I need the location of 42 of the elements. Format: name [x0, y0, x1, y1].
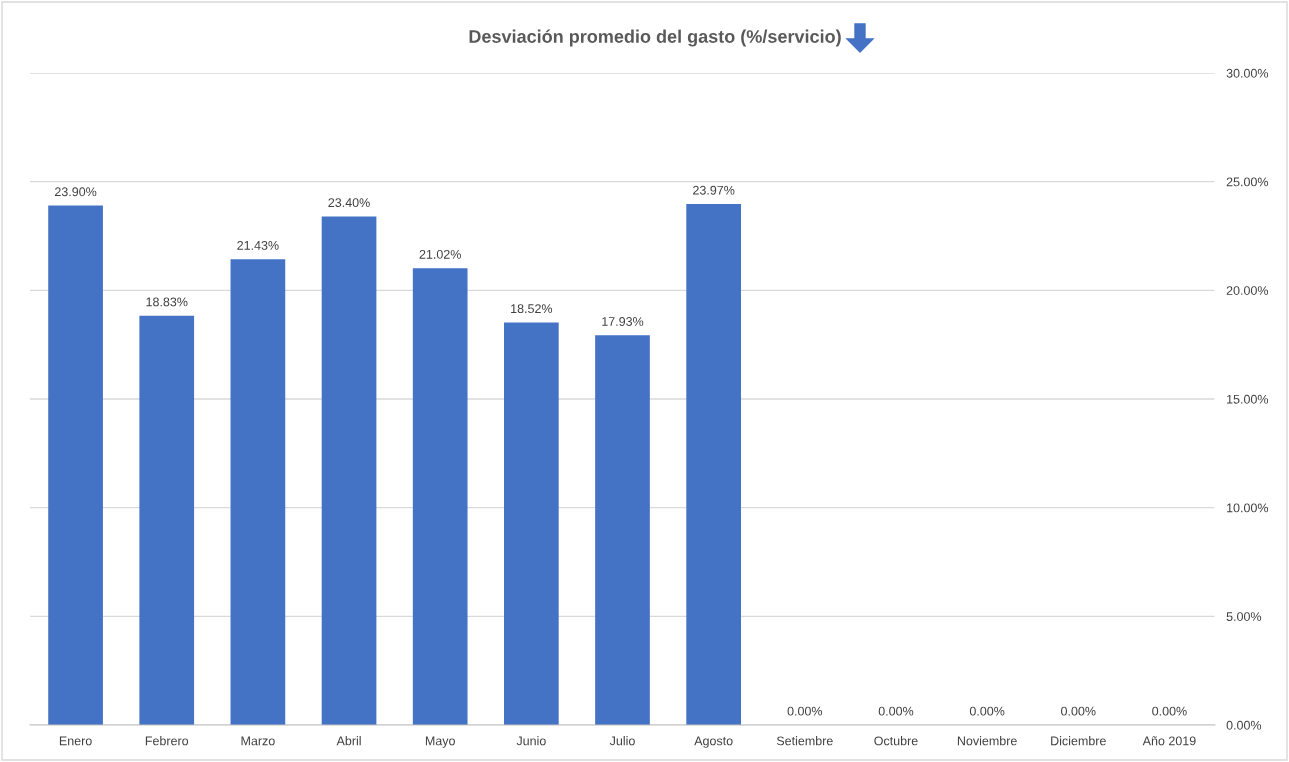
bar	[595, 335, 650, 725]
x-tick-label: Año 2019	[1142, 736, 1196, 746]
y-tick-label: 30.00%	[1226, 68, 1269, 78]
x-tick-label: Julio	[609, 736, 635, 746]
bar	[321, 216, 377, 725]
x-tick-label: Mayo	[425, 736, 455, 748]
y-tick-label: 10.00%	[1227, 503, 1269, 513]
data-label: 0.00%	[878, 706, 914, 716]
bar	[230, 259, 286, 725]
y-tick-label: 0.00%	[1226, 720, 1262, 730]
bar	[412, 268, 468, 725]
bar	[48, 205, 103, 725]
data-label: 0.00%	[1061, 706, 1096, 716]
x-tick-label: Febrero	[145, 736, 189, 746]
x-tick-label: Octubre	[874, 736, 918, 746]
data-label: 18.52%	[511, 304, 553, 314]
data-label: 21.02%	[419, 249, 461, 259]
y-tick-label: 15.00%	[1227, 394, 1269, 404]
y-tick-label: 20.00%	[1226, 286, 1269, 295]
x-tick-label: Setiembre	[776, 736, 833, 746]
y-tick-label: 25.00%	[1226, 177, 1269, 187]
y-tick-label: 5.00%	[1226, 612, 1262, 621]
data-label: 0.00%	[787, 706, 823, 716]
x-tick-label: Enero	[59, 736, 92, 746]
data-label: 23.90%	[55, 187, 97, 197]
bar	[504, 322, 559, 725]
x-tick-label: Noviembre	[957, 736, 1017, 746]
data-label: 23.97%	[693, 185, 735, 195]
x-tick-label: Abril	[336, 736, 361, 746]
data-label: 21.43%	[237, 240, 279, 250]
bar	[139, 315, 195, 725]
data-label: 23.40%	[328, 198, 370, 208]
chart-title: Desviación promedio del gasto (%/servicio)	[469, 29, 841, 47]
bar	[686, 204, 741, 725]
x-tick-label: Marzo	[241, 736, 275, 746]
data-label: 0.00%	[969, 706, 1005, 716]
x-tick-label: Agosto	[694, 736, 733, 748]
data-label: 0.00%	[1152, 706, 1187, 716]
data-label: 18.83%	[146, 297, 188, 307]
data-label: 17.93%	[602, 317, 644, 326]
x-tick-label: Diciembre	[1051, 736, 1106, 746]
x-tick-label: Junio	[516, 736, 546, 746]
